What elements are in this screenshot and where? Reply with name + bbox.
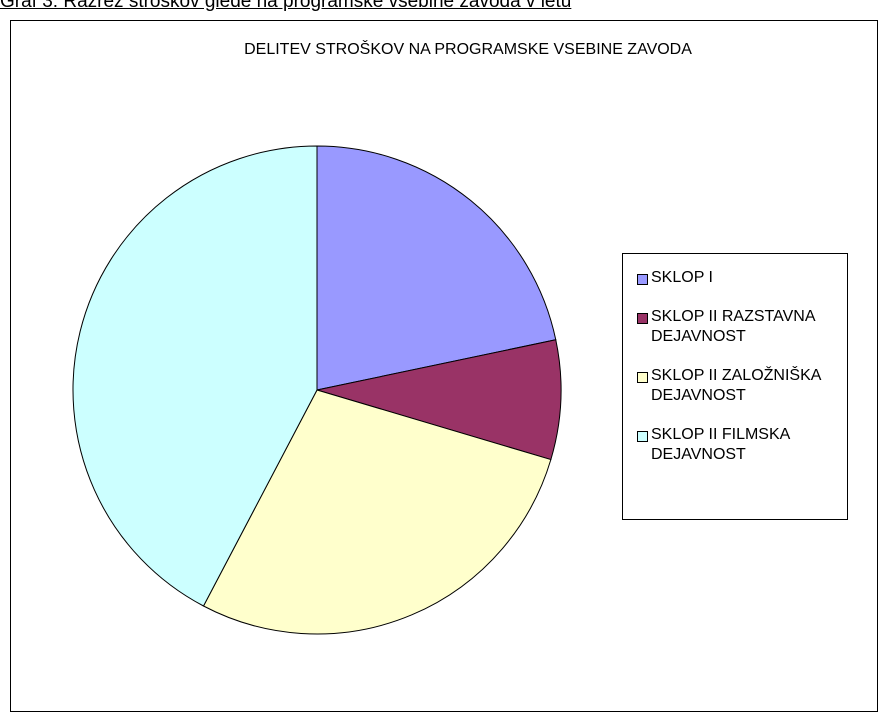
pie-slice	[202, 389, 552, 635]
chart: DELITEV STROŠKOV NA PROGRAMSKE VSEBINE Z…	[72, 39, 692, 635]
chart-title: DELITEV STROŠKOV NA PROGRAMSKE VSEBINE Z…	[244, 39, 692, 58]
legend-item: SKLOP I	[637, 268, 847, 288]
legend-label: SKLOP II RAZSTAVNA DEJAVNOST	[651, 308, 815, 345]
legend-swatch	[637, 313, 648, 324]
legend-item: SKLOP II RAZSTAVNA DEJAVNOST	[637, 307, 847, 347]
legend-item: SKLOP II ZALOŽNIŠKA DEJAVNOST	[637, 366, 847, 406]
legend-swatch	[637, 372, 648, 383]
pie-slice	[72, 145, 318, 607]
pie-slice	[316, 145, 557, 391]
pie-slice	[316, 339, 562, 461]
caption: Graf 3: Razrez stroškov glede na program…	[0, 0, 572, 12]
legend-item: SKLOP II FILMSKA DEJAVNOST	[637, 425, 847, 465]
legend: SKLOP I SKLOP II RAZSTAVNA DEJAVNOST SKLOP…	[622, 253, 848, 520]
legend-swatch	[637, 431, 648, 442]
legend-label: SKLOP II ZALOŽNIŠKA DEJAVNOST	[651, 367, 821, 404]
legend-label: SKLOP I	[651, 269, 713, 286]
legend-label: SKLOP II FILMSKA DEJAVNOST	[651, 426, 790, 463]
legend-swatch	[637, 274, 648, 285]
